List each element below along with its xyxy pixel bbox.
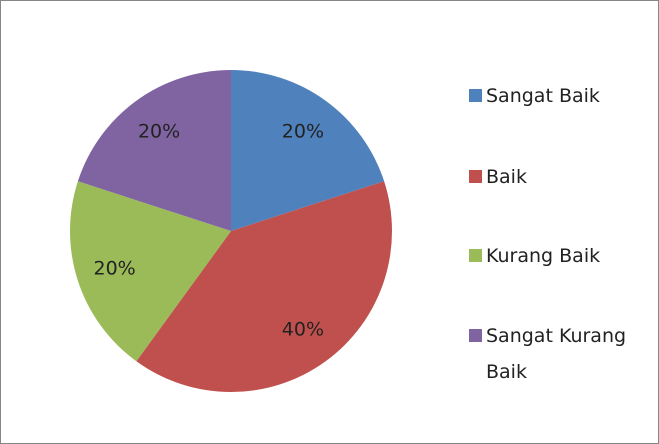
legend-swatch <box>469 249 482 262</box>
legend-label: Baik <box>486 166 527 188</box>
legend-swatch <box>469 89 482 102</box>
legend-item: Baik <box>469 159 649 195</box>
legend-label: Sangat Kurang Baik <box>486 325 627 383</box>
pie-slice <box>70 181 232 362</box>
legend-label: Sangat Baik <box>486 85 600 107</box>
data-label: 20% <box>282 121 324 143</box>
data-label: 20% <box>138 121 180 143</box>
data-label: 40% <box>282 318 324 340</box>
pie-slice <box>77 70 231 231</box>
legend-swatch <box>469 170 482 183</box>
data-label: 20% <box>94 257 136 279</box>
legend-swatch <box>469 329 482 342</box>
pie-slice <box>231 70 385 231</box>
legend-label: Kurang Baik <box>486 245 601 267</box>
legend-item: Sangat Kurang Baik <box>469 318 649 390</box>
legend-item: Sangat Baik <box>469 78 649 114</box>
legend-item: Kurang Baik <box>469 238 649 274</box>
pie-slice <box>136 181 392 393</box>
